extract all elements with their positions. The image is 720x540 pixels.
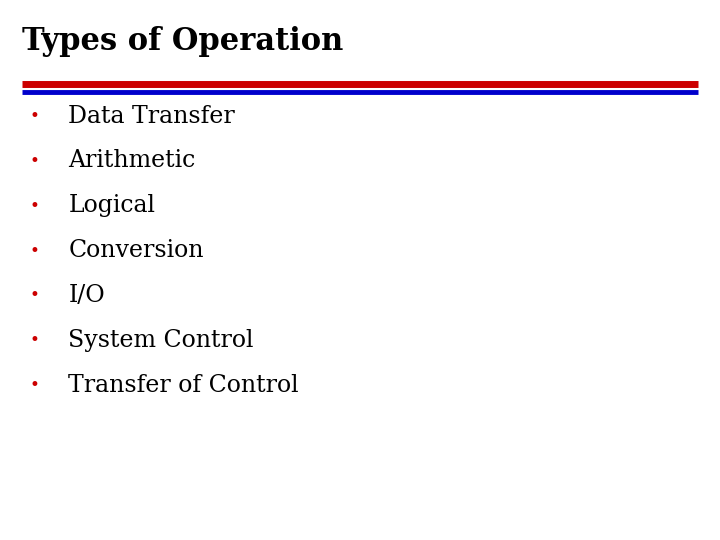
Text: Data Transfer: Data Transfer	[68, 105, 235, 127]
Text: System Control: System Control	[68, 329, 254, 352]
Text: Arithmetic: Arithmetic	[68, 150, 196, 172]
Text: •: •	[30, 286, 40, 305]
Text: •: •	[30, 241, 40, 260]
Text: I/O: I/O	[68, 284, 105, 307]
Text: Logical: Logical	[68, 194, 156, 217]
Text: Conversion: Conversion	[68, 239, 204, 262]
Text: •: •	[30, 376, 40, 394]
Text: •: •	[30, 197, 40, 215]
Text: Types of Operation: Types of Operation	[22, 26, 343, 57]
Text: •: •	[30, 152, 40, 170]
Text: •: •	[30, 107, 40, 125]
Text: •: •	[30, 331, 40, 349]
Text: Transfer of Control: Transfer of Control	[68, 374, 299, 396]
